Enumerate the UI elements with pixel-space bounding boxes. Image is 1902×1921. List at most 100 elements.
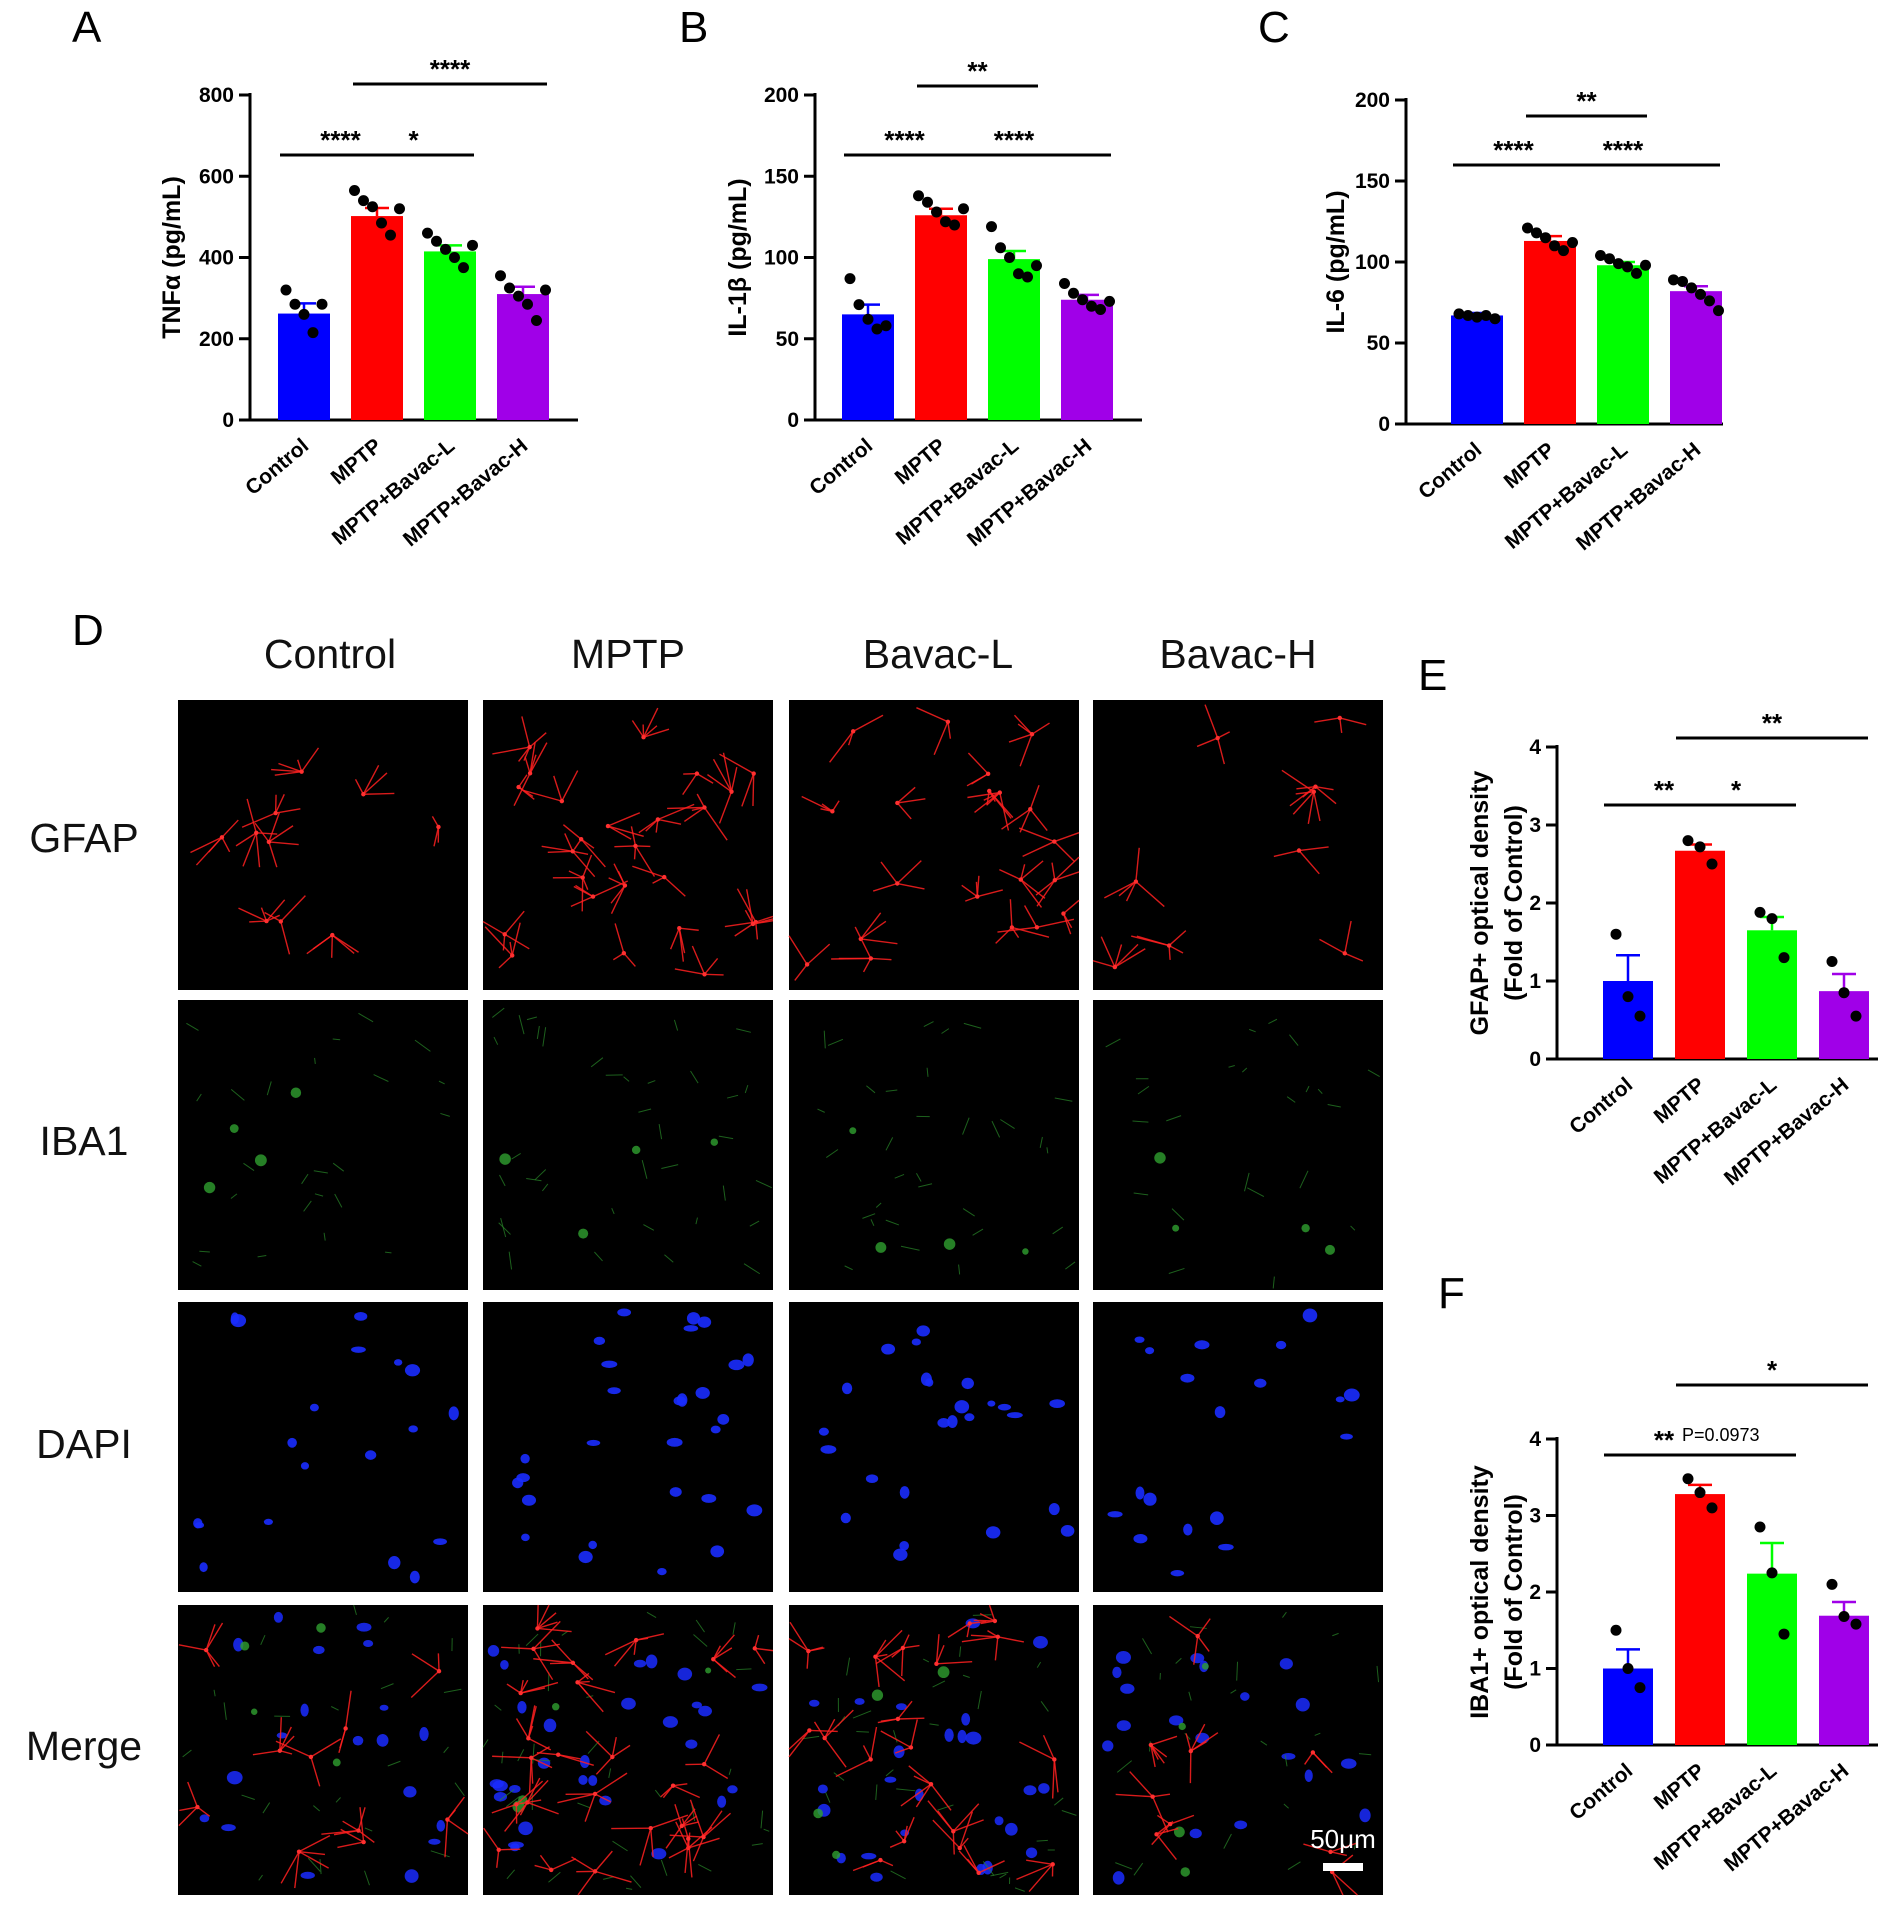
x-tick-label: MPTP+Bavac-H: [1720, 1759, 1853, 1876]
micrograph-iba1-control: [178, 1000, 468, 1290]
data-point: [1631, 267, 1642, 279]
significance-label: *: [1731, 775, 1742, 805]
significance-label: **: [1762, 708, 1783, 738]
y-axis-label: GFAP+ optical density: [1466, 771, 1494, 1036]
data-point: [1540, 232, 1551, 244]
x-tick-label: MPTP+Bavac-H: [1720, 1073, 1853, 1190]
bar-mptp: [351, 216, 403, 420]
data-point: [995, 242, 1006, 254]
data-point: [522, 298, 533, 310]
x-tick-label: MPTP: [1500, 438, 1559, 493]
data-point: [458, 262, 469, 274]
data-point: [1634, 1010, 1646, 1022]
y-tick-label: 0: [1529, 1734, 1541, 1757]
significance-label: ****: [430, 54, 471, 84]
column-label: MPTP: [571, 631, 685, 677]
x-tick-label: MPTP+Bavac-L: [892, 434, 1024, 550]
bar-mptp: [1675, 1494, 1725, 1745]
x-tick-label: MPTP: [327, 434, 386, 489]
data-point: [913, 190, 924, 202]
data-point: [1694, 1487, 1706, 1499]
data-point: [385, 229, 396, 241]
chart-iba1-density: 0 1 2 3 4 IBA1+ optical density (Fold of Contr…: [1466, 1355, 1878, 1876]
data-point: [1471, 311, 1483, 323]
significance-label: **: [1576, 86, 1597, 116]
data-point: [1480, 309, 1492, 321]
data-point: [1077, 294, 1088, 306]
data-point: [922, 196, 933, 208]
bar-mptp-bavac-h: [497, 294, 549, 420]
data-point: [853, 299, 865, 311]
micrograph-dapi-bavac-l: [789, 1302, 1079, 1592]
data-point: [1850, 1010, 1862, 1022]
y-tick-label: 200: [764, 84, 799, 107]
data-point: [513, 290, 524, 302]
data-point: [316, 298, 328, 310]
y-tick-label: 600: [199, 165, 234, 188]
micrograph-gfap-mptp: [482, 700, 774, 990]
data-point: [540, 284, 551, 296]
data-point: [1622, 261, 1633, 273]
bar-mptp-bavac-l: [1747, 1573, 1797, 1745]
significance-label: ****: [994, 125, 1035, 155]
data-point: [931, 206, 942, 218]
data-point: [1640, 259, 1651, 271]
micrograph-merge-bavac-h: [1093, 1605, 1383, 1896]
bar-mptp: [915, 215, 967, 420]
data-point: [307, 327, 319, 339]
column-label: Control: [264, 631, 396, 677]
data-point: [1595, 250, 1606, 262]
y-tick-label: 50: [1367, 332, 1390, 355]
y-axis-label: (Fold of Control): [1500, 805, 1528, 1001]
bar-mptp-bavac-h: [1819, 991, 1869, 1059]
data-point: [280, 284, 292, 296]
bar-mptp-bavac-l: [1747, 930, 1797, 1059]
data-point: [1754, 1521, 1766, 1533]
data-point: [394, 203, 405, 215]
bar-control: [1603, 1668, 1653, 1745]
panel-letter-c: C: [1258, 3, 1290, 52]
data-point: [367, 201, 378, 213]
x-tick-label: MPTP+Bavac-L: [1650, 1759, 1782, 1875]
chart-il6: 0 50 100 150 200 IL-6 (pg/mL) Control MPTPMPTP+…: [1322, 86, 1724, 555]
bar-mptp: [1524, 240, 1576, 424]
data-point: [1004, 252, 1015, 263]
data-point: [1682, 1473, 1694, 1485]
data-point: [349, 184, 360, 196]
panel-letter-a: A: [72, 3, 102, 52]
data-point: [1778, 1628, 1790, 1640]
data-point: [1453, 308, 1465, 320]
data-point: [467, 239, 478, 251]
data-point: [1104, 295, 1115, 307]
data-point: [1778, 952, 1790, 964]
y-tick-label: 100: [1355, 251, 1390, 274]
data-point: [1086, 300, 1097, 312]
y-tick-label: 200: [1355, 89, 1390, 112]
micrograph-dapi-bavac-h: [1093, 1302, 1383, 1592]
y-tick-label: 1: [1529, 1658, 1541, 1681]
bar-mptp-bavac-h: [1670, 291, 1722, 424]
significance-label: ****: [884, 125, 925, 155]
data-point: [1604, 253, 1615, 265]
data-point: [1826, 956, 1838, 967]
panel-letter-f: F: [1438, 1269, 1465, 1318]
data-point: [1634, 1682, 1646, 1694]
row-label: IBA1: [40, 1118, 129, 1164]
data-point: [1031, 260, 1042, 272]
x-tick-label: Control: [1565, 1759, 1637, 1825]
data-point: [1677, 275, 1688, 287]
y-tick-label: 3: [1529, 814, 1541, 837]
data-point: [358, 195, 369, 207]
y-tick-label: 3: [1529, 1505, 1541, 1528]
row-label: Merge: [26, 1723, 142, 1769]
data-point: [958, 203, 969, 215]
significance-label: P=0.0973: [1682, 1425, 1760, 1445]
data-point: [1610, 1624, 1622, 1636]
bar-mptp-bavac-h: [1061, 299, 1113, 420]
data-point: [844, 273, 856, 285]
column-label: Bavac-H: [1159, 631, 1316, 677]
panel-letter-e: E: [1418, 651, 1447, 700]
data-point: [1686, 282, 1697, 294]
data-point: [1713, 305, 1724, 317]
x-tick-label: MPTP+Bavac-L: [1650, 1073, 1782, 1189]
